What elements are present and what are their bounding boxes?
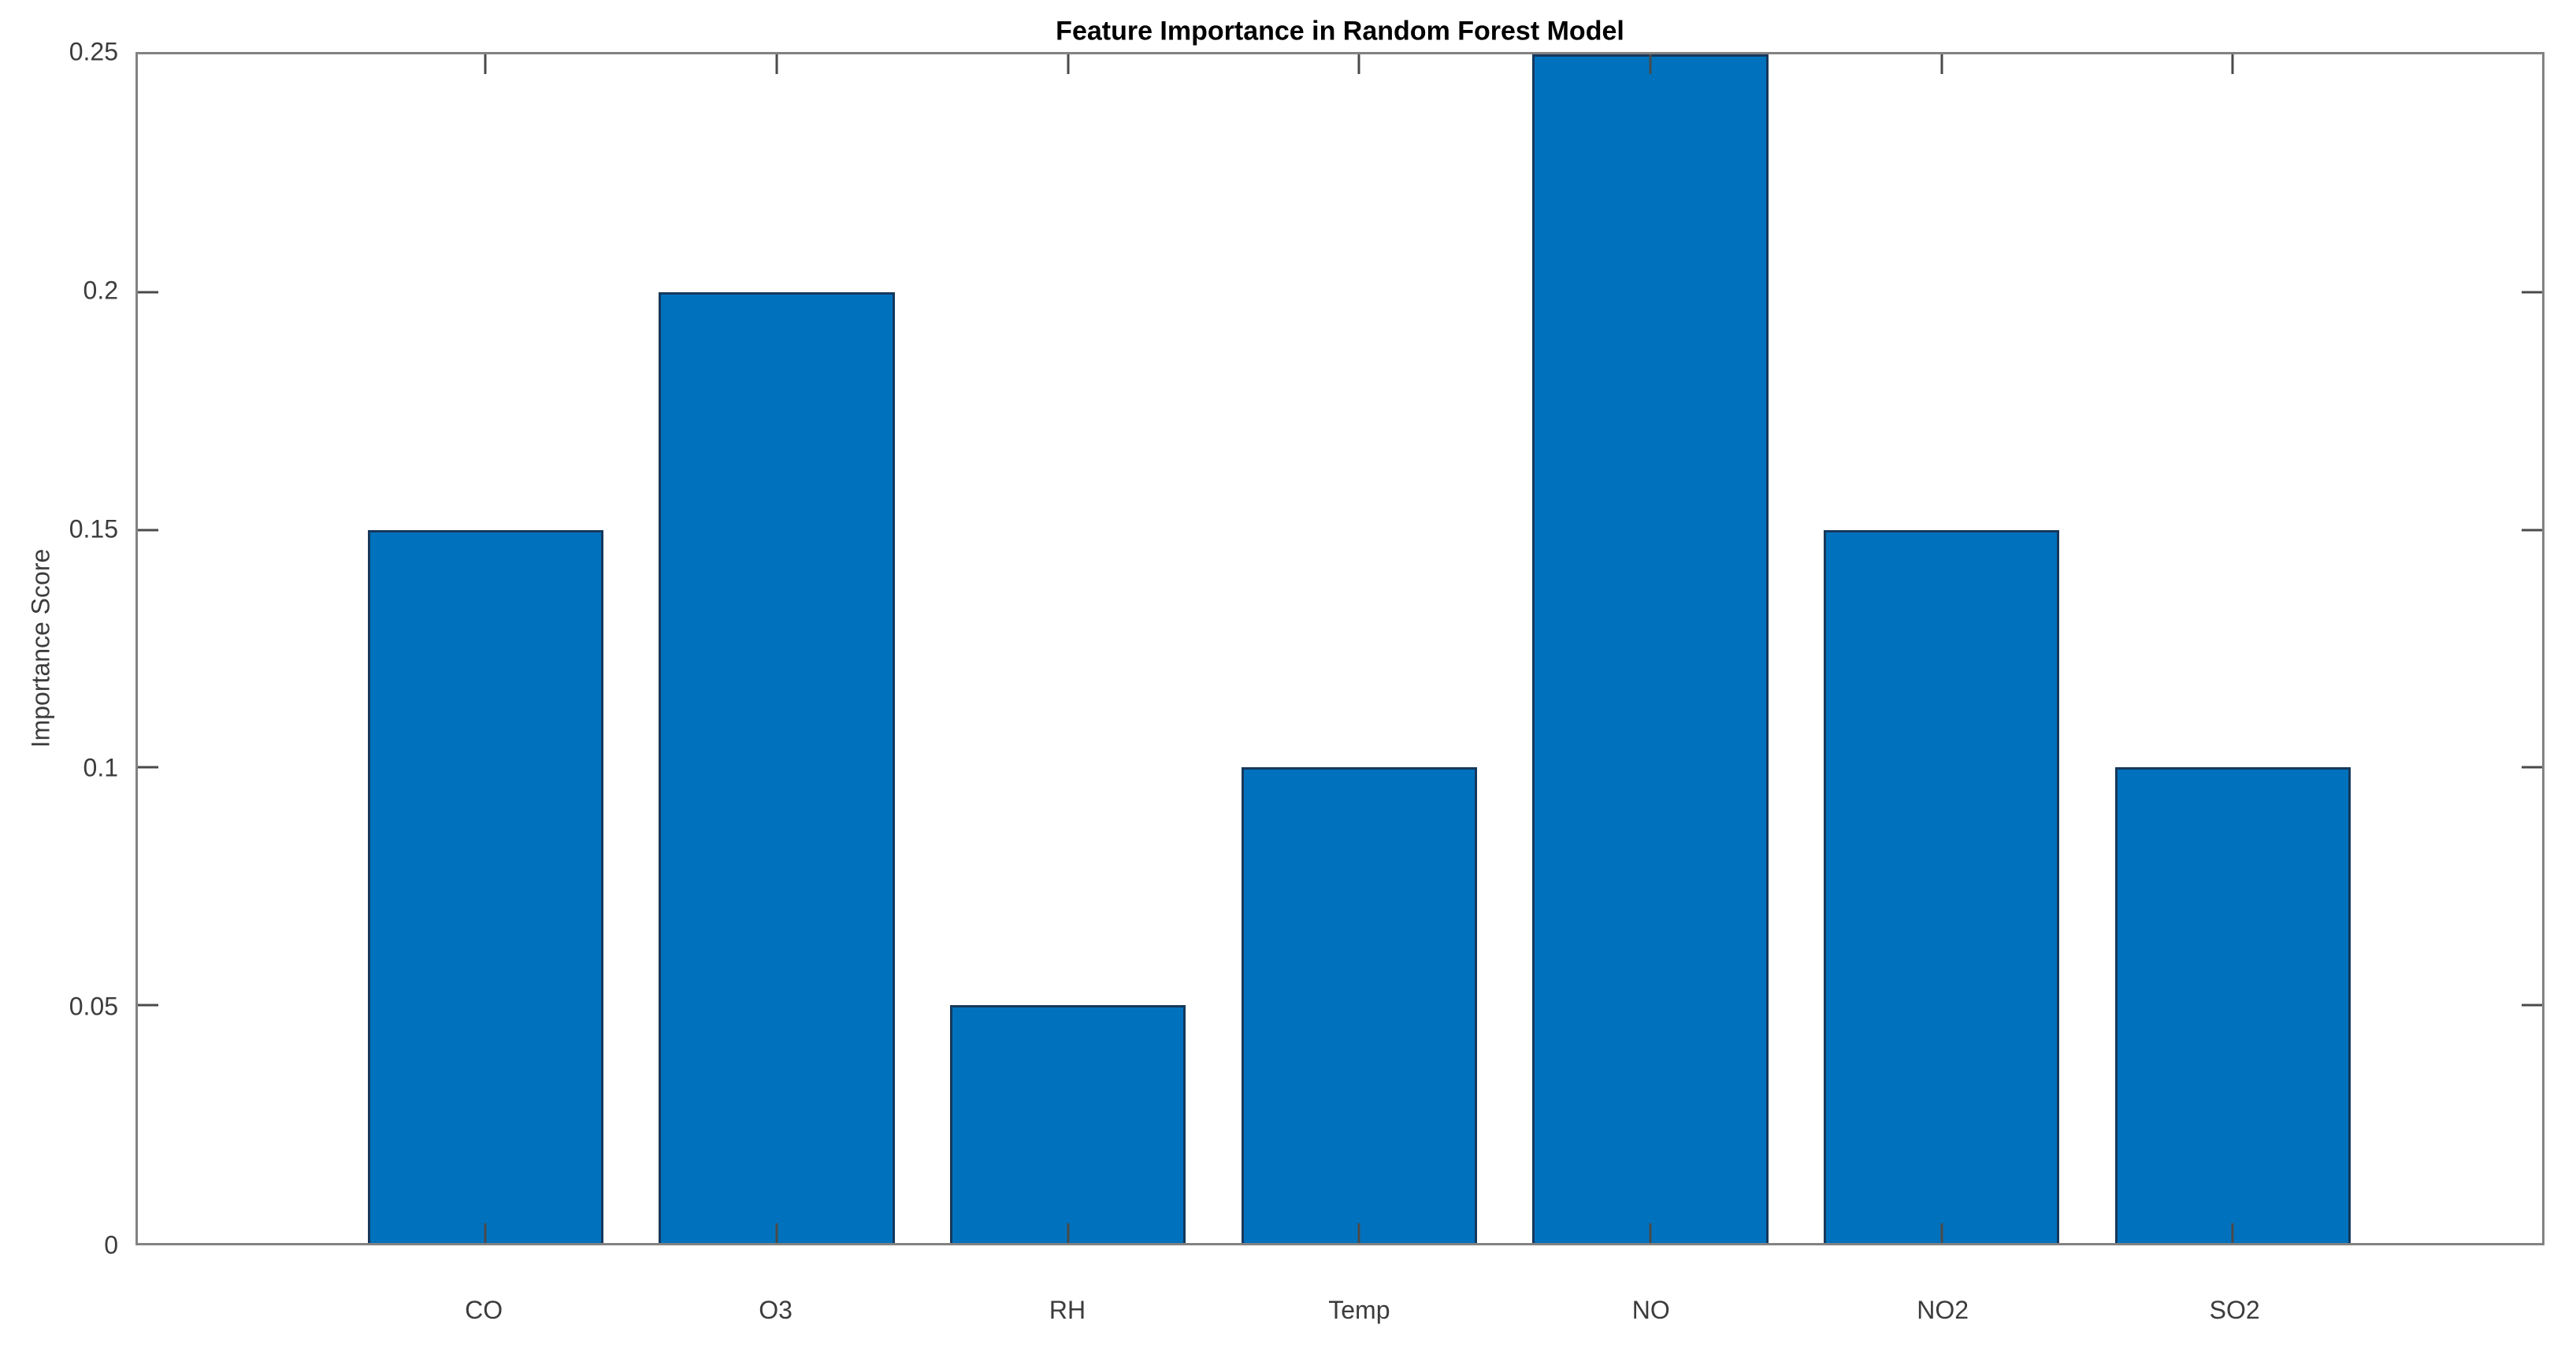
x-tick-label-CO: CO bbox=[465, 1296, 503, 1324]
x-tick-mark-bottom bbox=[775, 1223, 778, 1243]
x-tick-mark-bottom bbox=[484, 1223, 487, 1243]
y-tick-mark-right bbox=[2522, 766, 2542, 769]
y-tick-label-0.1: 0.1 bbox=[83, 753, 118, 782]
y-tick-label-0.15: 0.15 bbox=[69, 514, 118, 544]
x-tick-mark-top bbox=[2231, 54, 2234, 74]
y-tick-mark-left bbox=[138, 766, 158, 769]
y-tick-label-0.05: 0.05 bbox=[69, 992, 118, 1021]
bar-RH bbox=[949, 1005, 1186, 1243]
plot-area bbox=[135, 52, 2544, 1245]
x-tick-label-RH: RH bbox=[1049, 1296, 1086, 1324]
x-tick-mark-top bbox=[1940, 54, 1943, 74]
y-tick-mark-right bbox=[2522, 291, 2542, 294]
x-tick-mark-bottom bbox=[1940, 1223, 1943, 1243]
y-tick-mark-left bbox=[138, 529, 158, 532]
x-tick-label-NO2: NO2 bbox=[1917, 1296, 1969, 1324]
bar-NO bbox=[1532, 54, 1769, 1243]
x-tick-mark-top bbox=[484, 54, 487, 74]
x-tick-mark-top bbox=[1357, 54, 1360, 74]
x-tick-mark-top bbox=[1649, 54, 1652, 74]
x-tick-mark-top bbox=[1067, 54, 1070, 74]
chart-title: Feature Importance in Random Forest Mode… bbox=[1056, 16, 1624, 46]
bar-SO2 bbox=[2114, 767, 2351, 1243]
bar-Temp bbox=[1241, 767, 1477, 1243]
x-tick-label-Temp: Temp bbox=[1328, 1296, 1390, 1324]
x-tick-label-NO: NO bbox=[1631, 1296, 1670, 1324]
bar-CO bbox=[367, 529, 603, 1243]
y-tick-mark-right bbox=[2522, 1004, 2542, 1007]
y-tick-mark-right bbox=[2522, 529, 2542, 532]
y-tick-label-0.25: 0.25 bbox=[69, 37, 118, 66]
x-tick-mark-bottom bbox=[1067, 1223, 1070, 1243]
x-tick-mark-bottom bbox=[1357, 1223, 1360, 1243]
x-tick-mark-bottom bbox=[1649, 1223, 1652, 1243]
x-tick-label-O3: O3 bbox=[759, 1296, 792, 1324]
bar-NO2 bbox=[1824, 529, 2060, 1243]
y-tick-mark-left bbox=[138, 1004, 158, 1007]
y-tick-label-0.2: 0.2 bbox=[83, 276, 118, 305]
y-tick-mark-left bbox=[138, 291, 158, 294]
y-tick-labels: 0 0.05 0.1 0.15 0.2 0.25 bbox=[0, 0, 118, 1358]
x-tick-mark-bottom bbox=[2231, 1223, 2234, 1243]
x-tick-label-SO2: SO2 bbox=[2209, 1296, 2260, 1324]
y-tick-label-0: 0 bbox=[104, 1230, 118, 1260]
bar-O3 bbox=[659, 291, 895, 1243]
x-tick-mark-top bbox=[775, 54, 778, 74]
